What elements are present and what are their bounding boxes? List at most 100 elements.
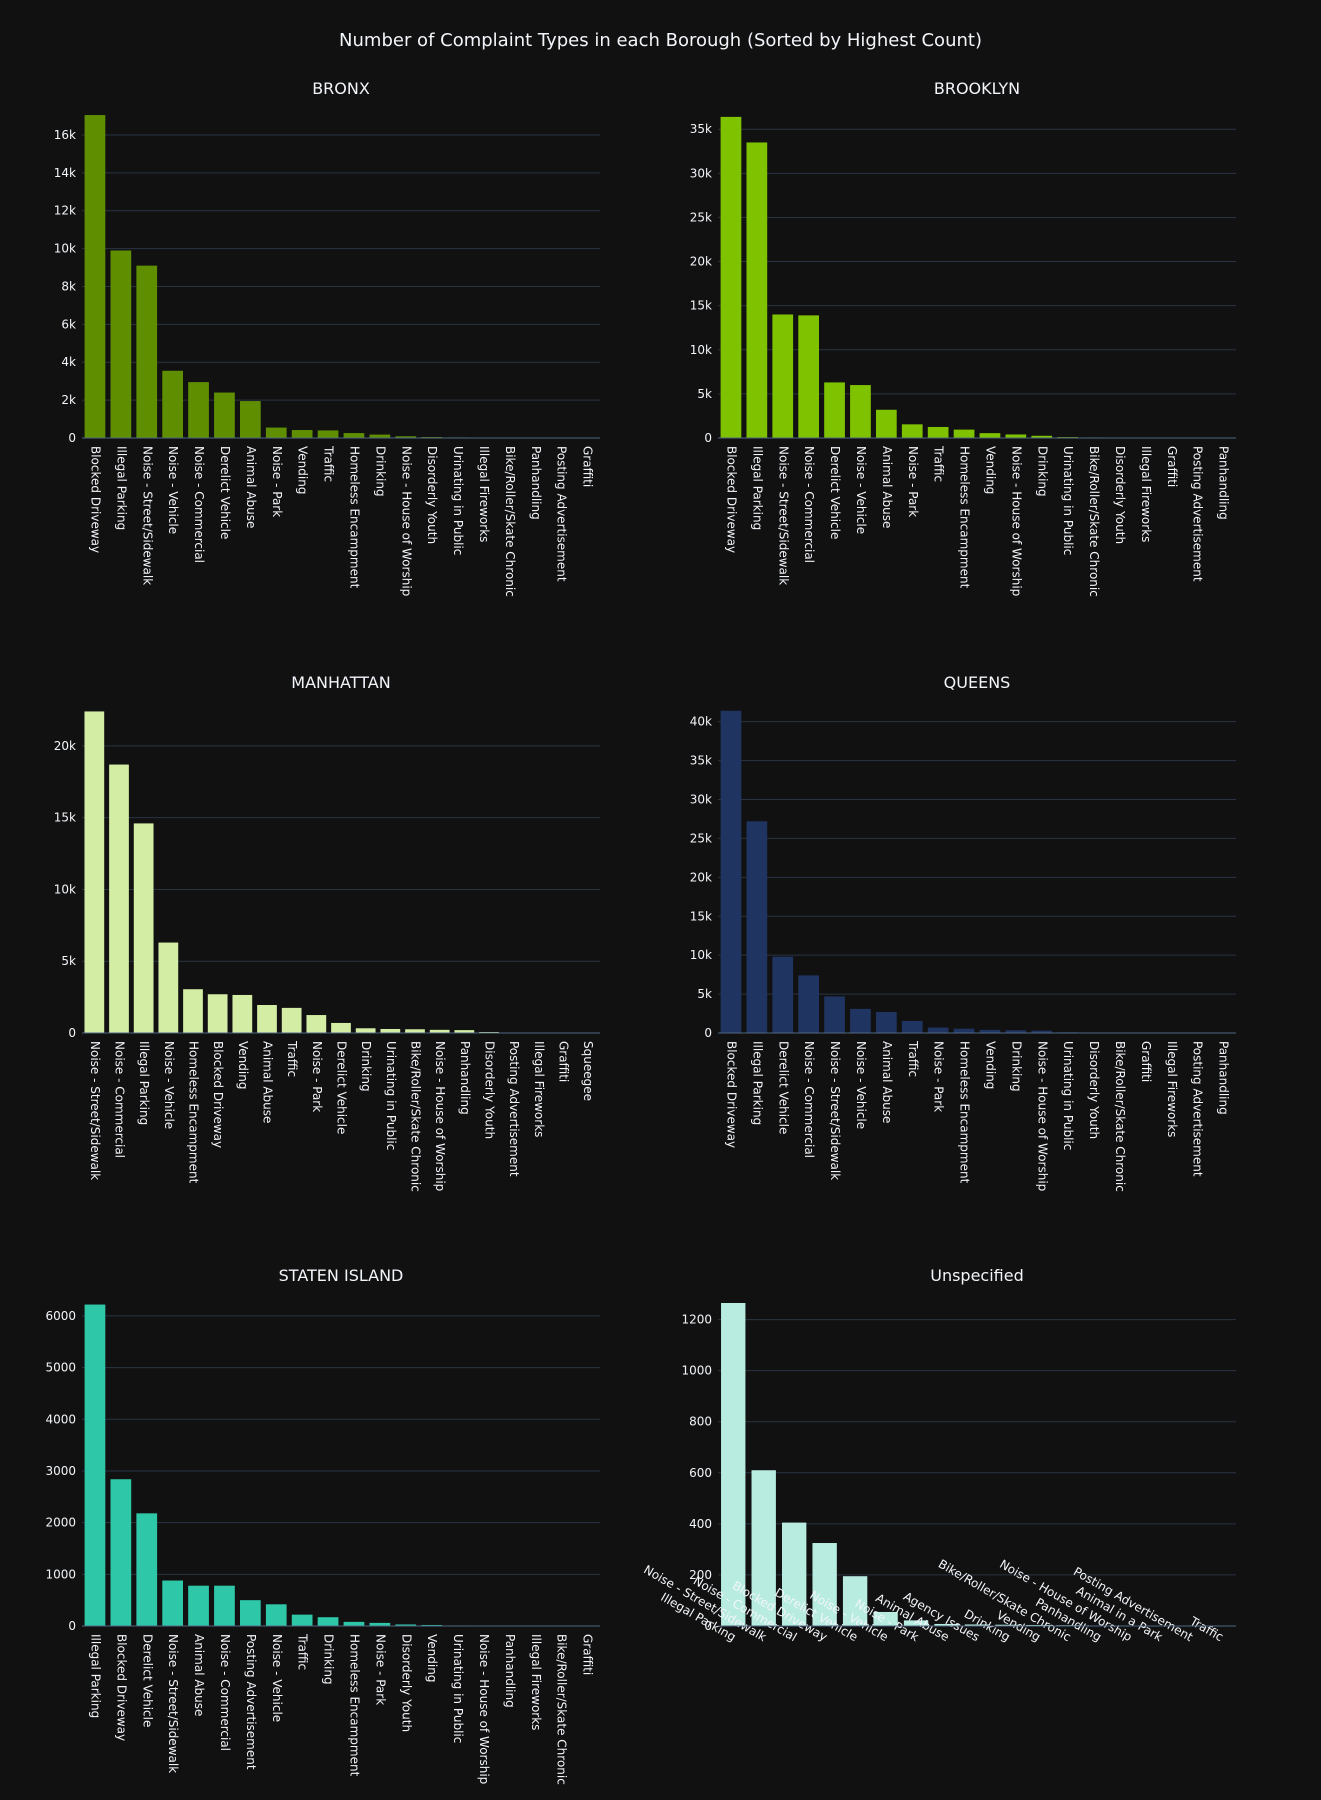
x-tick-label: Panhandling bbox=[529, 446, 543, 520]
x-tick-label: Graffiti bbox=[581, 1634, 595, 1675]
chart-panel-bronx: BRONX 0 2k 4k 6k 8k 10k 12k 14k 16k Blocked Drivew… bbox=[54, 79, 600, 597]
x-tick-label: Noise - Park bbox=[906, 446, 920, 517]
bar-traffic bbox=[901, 1020, 923, 1033]
bar-posting-advertisement bbox=[239, 1600, 261, 1626]
bar-noise-street-sidewalk bbox=[824, 996, 845, 1033]
x-tick-label: Disorderly Youth bbox=[399, 1634, 413, 1732]
x-tick-label: Drinking bbox=[322, 1634, 336, 1685]
y-tick-label: 600 bbox=[689, 1466, 712, 1480]
x-tick-label: Noise - House of Worship bbox=[1035, 1041, 1049, 1191]
x-tick-label: Noise - Park bbox=[373, 1634, 387, 1705]
x-tick-label: Vending bbox=[425, 1634, 439, 1682]
y-tick-label: 10k bbox=[54, 242, 76, 256]
bar-noise-commercial bbox=[214, 1585, 235, 1626]
bar-noise-park bbox=[306, 1015, 327, 1033]
y-tick-label: 10k bbox=[690, 948, 712, 962]
bar-noise-street-sidewalk bbox=[136, 265, 158, 438]
bar-homeless-encampment bbox=[343, 1621, 365, 1626]
bar-illegal-parking bbox=[133, 823, 154, 1033]
bar-drinking bbox=[369, 434, 391, 438]
bar-disorderly-youth bbox=[479, 1031, 499, 1033]
bar-blocked-driveway bbox=[84, 115, 106, 438]
y-tick-label: 15k bbox=[54, 811, 76, 825]
y-tick-label: 0 bbox=[704, 431, 712, 445]
y-tick-label: 15k bbox=[690, 299, 712, 313]
bar-animal-abuse bbox=[188, 1585, 209, 1626]
y-tick-label: 35k bbox=[690, 754, 712, 768]
bar-derelict-vehicle bbox=[842, 1576, 868, 1626]
bar-derelict-vehicle bbox=[136, 1513, 158, 1626]
x-tick-label: Graffiti bbox=[581, 446, 595, 487]
x-tick-label: Animal Abuse bbox=[880, 1041, 894, 1123]
subplot-title: BROOKLYN bbox=[934, 79, 1020, 98]
bar-noise-vehicle bbox=[162, 370, 184, 438]
bar-drinking bbox=[1005, 1030, 1027, 1033]
bar-bike-roller-skate-chronic bbox=[405, 1029, 425, 1033]
bar-noise-commercial bbox=[798, 975, 820, 1033]
y-tick-label: 40k bbox=[690, 715, 712, 729]
x-tick-label: Drinking bbox=[373, 446, 387, 497]
x-tick-label: Posting Advertisement bbox=[507, 1041, 521, 1177]
x-tick-label: Illegal Parking bbox=[750, 446, 764, 530]
bar-noise-house-of-worship bbox=[395, 436, 417, 438]
bar-noise-vehicle bbox=[158, 942, 179, 1033]
y-tick-label: 3000 bbox=[45, 1464, 76, 1478]
bar-animal-abuse bbox=[257, 1005, 277, 1033]
x-tick-label: Vending bbox=[983, 1041, 997, 1089]
bar-noise-house-of-worship bbox=[1005, 434, 1027, 438]
bar-traffic bbox=[291, 1614, 313, 1626]
x-tick-label: Traffic bbox=[322, 445, 336, 482]
x-tick-label: Illegal Fireworks bbox=[529, 1634, 543, 1730]
bar-vending bbox=[1025, 1624, 1051, 1626]
x-tick-label: Illegal Fireworks bbox=[1139, 446, 1153, 542]
x-tick-label: Noise - House of Worship bbox=[1009, 446, 1023, 596]
bar-noise-commercial bbox=[109, 764, 129, 1033]
x-tick-label: Panhandling bbox=[1217, 1041, 1231, 1115]
x-tick-label: Bike/Roller/Skate Chronic bbox=[1087, 446, 1101, 597]
y-tick-label: 2k bbox=[61, 393, 76, 407]
x-tick-label: Bike/Roller/Skate Chronic bbox=[555, 1634, 569, 1785]
bar-noise-park bbox=[901, 424, 923, 438]
y-tick-label: 5k bbox=[61, 954, 76, 968]
y-tick-label: 5k bbox=[697, 387, 712, 401]
x-tick-label: Graffiti bbox=[1139, 1041, 1153, 1082]
bar-noise-commercial bbox=[798, 315, 820, 438]
y-tick-label: 15k bbox=[690, 909, 712, 923]
x-tick-label: Blocked Driveway bbox=[211, 1041, 225, 1148]
y-tick-label: 0 bbox=[704, 1619, 712, 1633]
x-tick-label: Traffic bbox=[285, 1040, 299, 1077]
y-tick-label: 6000 bbox=[45, 1309, 76, 1323]
x-tick-label: Noise - Vehicle bbox=[270, 1634, 284, 1722]
bar-traffic bbox=[927, 426, 949, 438]
bar-traffic bbox=[281, 1007, 302, 1033]
bar-derelict-vehicle bbox=[772, 956, 794, 1033]
bar-illegal-parking bbox=[84, 1304, 106, 1626]
bar-vending bbox=[232, 994, 253, 1033]
y-tick-label: 4000 bbox=[45, 1412, 76, 1426]
bar-disorderly-youth bbox=[395, 1624, 417, 1626]
y-tick-label: 4k bbox=[61, 355, 76, 369]
x-tick-label: Noise - Vehicle bbox=[854, 446, 868, 534]
y-tick-label: 0 bbox=[704, 1026, 712, 1040]
x-tick-label: Noise - Street/Sidewalk bbox=[88, 1041, 102, 1180]
bar-noise-street-sidewalk bbox=[84, 711, 105, 1033]
bar-noise-vehicle bbox=[850, 385, 871, 438]
x-tick-label: Noise - Commercial bbox=[113, 1041, 127, 1158]
bar-blocked-driveway bbox=[720, 710, 742, 1033]
bar-illegal-parking bbox=[721, 1303, 746, 1626]
y-tick-label: 10k bbox=[690, 343, 712, 357]
bar-homeless-encampment bbox=[953, 429, 975, 438]
y-tick-label: 14k bbox=[54, 166, 76, 180]
subplot-title: STATEN ISLAND bbox=[279, 1266, 404, 1285]
bar-illegal-parking bbox=[110, 250, 132, 438]
bar-drinking bbox=[1031, 435, 1053, 438]
x-tick-label: Illegal Parking bbox=[88, 1634, 102, 1718]
y-tick-label: 6k bbox=[61, 317, 76, 331]
x-tick-label: Noise - Street/Sidewalk bbox=[828, 1041, 842, 1180]
y-tick-label: 25k bbox=[690, 831, 712, 845]
chart-panel-queens: QUEENS 0 5k 10k 15k 20k 25k 30k 35k 40k Blocked Dr… bbox=[690, 673, 1236, 1192]
y-tick-label: 0 bbox=[68, 1619, 76, 1633]
subplot-title: Unspecified bbox=[930, 1266, 1024, 1285]
x-tick-label: Disorderly Youth bbox=[1113, 446, 1127, 544]
